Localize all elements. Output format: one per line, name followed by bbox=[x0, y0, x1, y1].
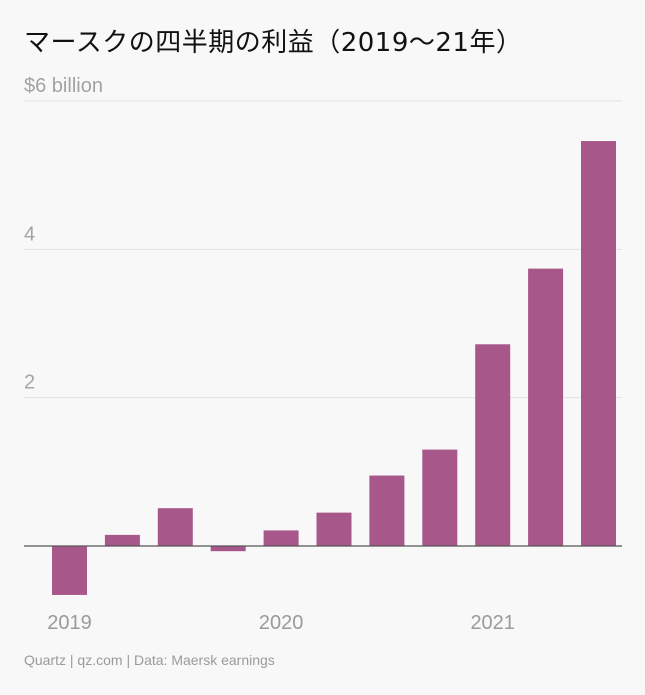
bar-2019-q4 bbox=[210, 546, 246, 552]
x-tick-label: 2020 bbox=[259, 612, 304, 634]
bar-2021-q3 bbox=[581, 141, 616, 547]
y-tick-label: 2 bbox=[24, 372, 35, 394]
gridlines bbox=[24, 100, 622, 399]
x-tick-label: 2019 bbox=[47, 612, 92, 634]
x-tick-label: 2021 bbox=[470, 612, 515, 634]
bar-2019-q3 bbox=[157, 508, 193, 546]
x-axis-labels: 2019 2020 2021 bbox=[47, 612, 515, 634]
bar-2019-q1 bbox=[52, 546, 87, 595]
bar-2019-q2 bbox=[104, 534, 140, 546]
bars bbox=[52, 141, 616, 595]
y-tick-label: $6 billion bbox=[24, 75, 103, 97]
chart-title: マースクの四半期の利益（2019〜21年） bbox=[24, 28, 523, 58]
y-axis-labels: $6 billion 4 2 bbox=[24, 75, 103, 394]
source-note: Quartz | qz.com | Data: Maersk earnings bbox=[24, 652, 275, 668]
bar-2020-q1 bbox=[263, 530, 299, 546]
bar-2020-q4 bbox=[422, 449, 458, 546]
bar-2020-q2 bbox=[316, 512, 352, 546]
bar-2020-q3 bbox=[369, 475, 405, 546]
bar-2021-q2 bbox=[528, 268, 564, 546]
y-tick-label: 4 bbox=[24, 223, 35, 245]
bar-2021-q1 bbox=[475, 344, 511, 546]
